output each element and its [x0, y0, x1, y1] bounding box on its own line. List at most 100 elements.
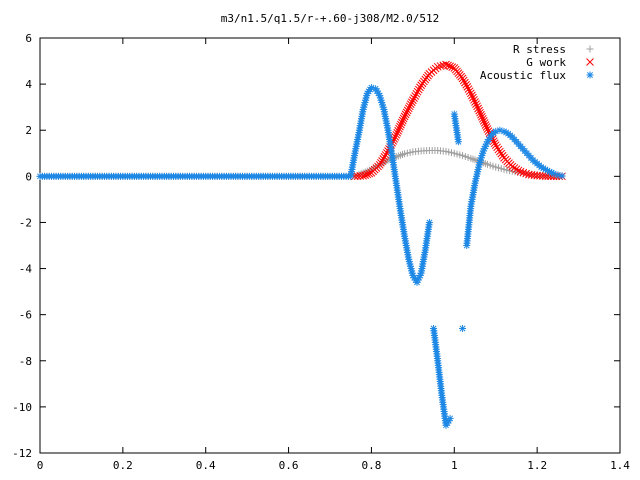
g-work-point	[461, 78, 469, 87]
g-work-point	[379, 155, 388, 163]
g-work-point	[470, 95, 478, 104]
g-work-point	[514, 166, 523, 175]
g-work-point	[433, 62, 442, 71]
g-work-point	[392, 130, 401, 139]
g-work-point	[393, 128, 402, 137]
axis-ticks: 0 0.2 0.4 0.6 0.8 1 1.2 1.4 6 4 2 0 -2 -4 -6 -8 -10 -12	[12, 32, 630, 472]
legend-label: G work	[526, 56, 566, 69]
y-tick-label: 6	[25, 32, 32, 45]
series-cross	[351, 60, 566, 181]
g-work-point	[478, 112, 486, 121]
g-work-point	[436, 62, 445, 70]
legend-label: R stress	[513, 43, 566, 56]
g-work-point	[496, 147, 504, 156]
g-work-point	[416, 83, 424, 92]
acoustic-flux-point	[446, 414, 454, 422]
y-tick-label: -10	[12, 401, 32, 414]
g-work-point	[464, 85, 473, 93]
g-work-point	[401, 110, 410, 119]
chart-title: m3/n1.5/q1.5/r-+.60-j308/M2.0/512	[221, 12, 440, 25]
g-work-point	[446, 62, 454, 71]
g-work-point	[412, 89, 421, 98]
y-tick-label: -6	[19, 309, 32, 322]
g-work-point	[381, 151, 390, 159]
g-work-point	[359, 172, 367, 180]
g-work-point	[508, 162, 517, 171]
g-work-point	[498, 151, 507, 160]
series-star	[36, 84, 566, 429]
x-tick-label: 1.4	[610, 459, 630, 472]
g-work-point	[512, 165, 521, 174]
g-work-point	[444, 61, 452, 70]
g-work-point	[407, 98, 416, 107]
g-work-point	[467, 89, 475, 98]
x-tick-label: 0.4	[196, 459, 216, 472]
g-work-point	[477, 110, 485, 119]
x-tick-label: 1.2	[527, 459, 547, 472]
y-tick-label: -12	[12, 447, 32, 460]
x-tick-label: 0.8	[361, 459, 381, 472]
g-work-point	[469, 93, 477, 102]
g-work-point	[411, 92, 420, 100]
g-work-point	[377, 158, 385, 167]
acoustic-flux-point	[454, 138, 462, 146]
g-work-point	[480, 119, 489, 127]
g-work-point	[459, 76, 468, 85]
g-work-point	[491, 141, 500, 150]
series-layer	[36, 60, 566, 429]
g-work-point	[394, 126, 402, 135]
plot-frame	[39, 37, 621, 454]
g-work-point	[482, 123, 491, 131]
g-work-point	[410, 94, 418, 102]
g-work-point	[356, 172, 365, 180]
legend-marker	[586, 45, 594, 53]
g-work-point	[481, 121, 490, 129]
x-tick-label: 0.2	[113, 459, 133, 472]
g-work-point	[400, 112, 409, 121]
y-tick-label: 4	[25, 78, 32, 91]
y-tick-label: -8	[19, 355, 32, 368]
x-tick-label: 0	[37, 459, 44, 472]
acoustic-flux-point	[425, 218, 433, 226]
g-work-point	[479, 117, 488, 125]
x-tick-label: 1	[451, 459, 458, 472]
g-work-point	[378, 156, 386, 165]
g-work-point	[404, 104, 413, 113]
acoustic-flux-point	[558, 172, 566, 180]
g-work-point	[468, 91, 476, 100]
g-work-point	[395, 124, 403, 133]
g-work-point	[478, 114, 487, 123]
g-work-point	[442, 60, 450, 69]
g-work-point	[475, 106, 483, 115]
legend-marker	[586, 71, 594, 79]
g-work-point	[414, 85, 423, 94]
g-work-point	[516, 167, 525, 176]
g-work-point	[471, 98, 479, 106]
g-work-point	[458, 74, 467, 83]
g-work-point	[405, 102, 414, 111]
y-tick-label: -2	[19, 216, 32, 229]
acoustic-flux-point	[459, 325, 467, 332]
g-work-point	[474, 104, 482, 113]
y-tick-label: 2	[25, 124, 32, 137]
g-work-point	[483, 125, 492, 133]
g-work-point	[396, 122, 404, 131]
g-work-point	[493, 143, 501, 152]
g-work-point	[472, 100, 480, 108]
x-tick-label: 0.6	[279, 459, 299, 472]
g-work-point	[473, 102, 481, 111]
g-work-point	[399, 114, 408, 123]
g-work-point	[398, 116, 407, 125]
g-work-point	[490, 139, 499, 148]
g-work-point	[519, 168, 528, 177]
g-work-point	[375, 160, 384, 169]
g-work-point	[365, 169, 374, 178]
g-work-point	[494, 145, 503, 154]
g-work-point	[476, 108, 484, 117]
y-tick-label: 0	[25, 170, 32, 183]
g-work-point	[397, 120, 405, 129]
g-work-point	[402, 108, 411, 117]
